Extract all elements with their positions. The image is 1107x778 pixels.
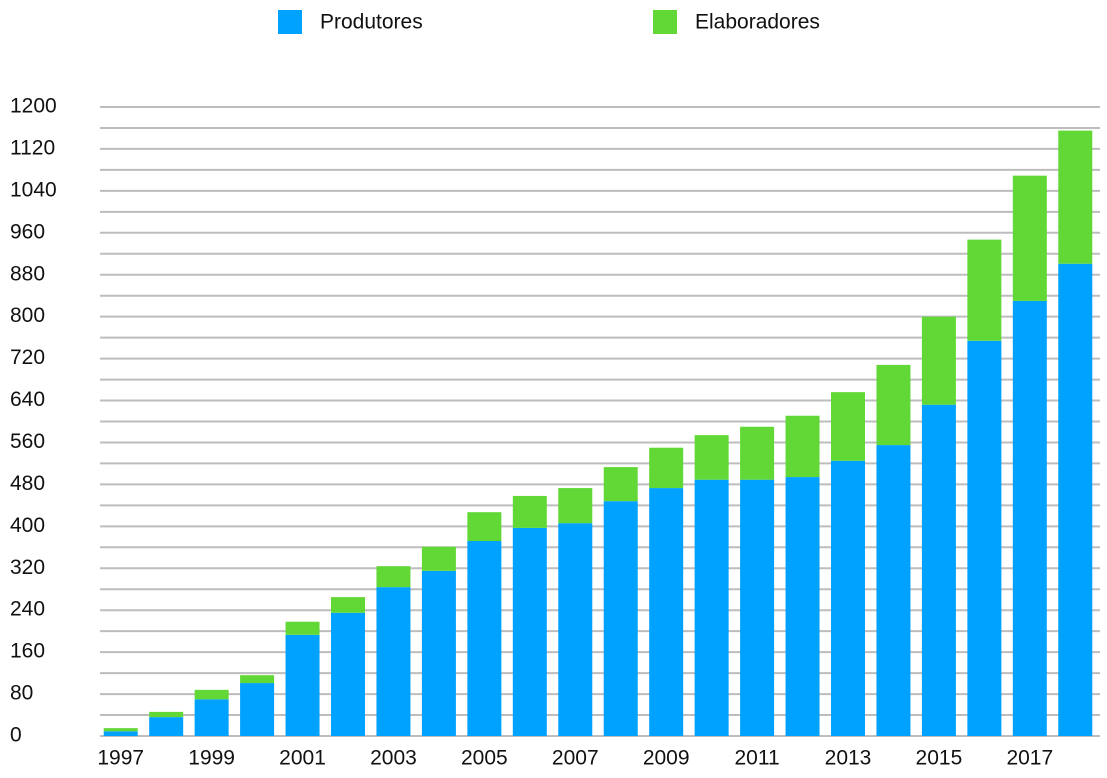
y-tick-label: 960: [10, 220, 45, 243]
y-tick-label: 880: [10, 262, 45, 285]
bar-segment: [240, 675, 275, 684]
bar-segment: [149, 711, 184, 718]
y-tick-label: 720: [10, 346, 45, 369]
y-tick-label: 0: [10, 724, 22, 747]
bar-segment: [967, 340, 1002, 736]
x-tick-label: 1997: [97, 747, 144, 770]
y-tick-label: 1120: [10, 136, 55, 159]
bar-segment: [103, 731, 138, 736]
bar-segment: [194, 699, 229, 736]
bar-segment: [149, 717, 184, 736]
bar-segment: [421, 570, 456, 736]
legend-label: Elaboradores: [695, 11, 820, 34]
bar-segment: [285, 634, 320, 736]
x-tick-label: 2011: [735, 747, 780, 770]
x-tick-label: 2007: [552, 747, 599, 770]
bar-segment: [876, 445, 911, 736]
bar-segment: [785, 415, 820, 478]
bar-segment: [240, 683, 275, 736]
bar-segment: [467, 541, 502, 736]
bar-segment: [1012, 300, 1047, 736]
y-tick-label: 160: [10, 640, 45, 663]
y-tick-label: 1200: [10, 95, 57, 118]
y-tick-label: 1040: [10, 178, 57, 201]
y-tick-label: 480: [10, 472, 45, 495]
bar-segment: [558, 523, 593, 736]
x-tick-label: 2003: [370, 747, 417, 770]
bar-segment: [467, 512, 502, 542]
bar-segment: [694, 435, 729, 480]
bar-segment: [740, 426, 775, 480]
bar-segment: [285, 621, 320, 635]
x-tick-label: 2013: [825, 747, 872, 770]
y-tick-label: 640: [10, 388, 45, 411]
bar-segment: [740, 479, 775, 736]
bar-segment: [921, 404, 956, 736]
x-tick-label: 2005: [461, 747, 508, 770]
bar-segment: [831, 392, 865, 461]
bar-segment: [694, 479, 729, 736]
y-tick-label: 400: [10, 514, 45, 537]
bar-segment: [603, 501, 638, 736]
bar-segment: [1058, 130, 1093, 264]
y-tick-label: 800: [10, 304, 45, 327]
bar-segment: [331, 612, 365, 736]
bar-segment: [921, 316, 956, 405]
x-tick-label: 2017: [1006, 747, 1053, 770]
x-tick-label: 2009: [643, 747, 690, 770]
bar-segment: [603, 467, 638, 502]
bar-segment: [512, 495, 547, 528]
bar-segment: [194, 689, 229, 700]
bar-segment: [1012, 175, 1047, 301]
x-tick-label: 2001: [279, 747, 326, 770]
y-tick-label: 320: [10, 556, 45, 579]
x-tick-label: 2015: [916, 747, 963, 770]
y-tick-label: 80: [10, 682, 33, 705]
bar-segment: [649, 447, 684, 489]
x-tick-label: 1999: [188, 747, 235, 770]
y-tick-label: 560: [10, 430, 45, 453]
bar-segment: [103, 728, 138, 732]
bar-segment: [421, 546, 456, 571]
legend-swatch: [278, 10, 302, 34]
bar-segment: [831, 460, 865, 736]
bar-segment: [785, 477, 820, 736]
bar-segment: [376, 587, 411, 736]
bar-segment: [876, 364, 911, 446]
bar-segment: [967, 239, 1002, 341]
legend-label: Produtores: [320, 11, 423, 34]
bar-segment: [649, 488, 684, 736]
bar-segment: [331, 597, 365, 613]
bar-segment: [558, 488, 593, 524]
bar-segment: [512, 527, 547, 736]
legend-swatch: [653, 10, 677, 34]
y-tick-label: 240: [10, 598, 45, 621]
bar-segment: [1058, 263, 1093, 736]
bar-segment: [376, 566, 411, 588]
